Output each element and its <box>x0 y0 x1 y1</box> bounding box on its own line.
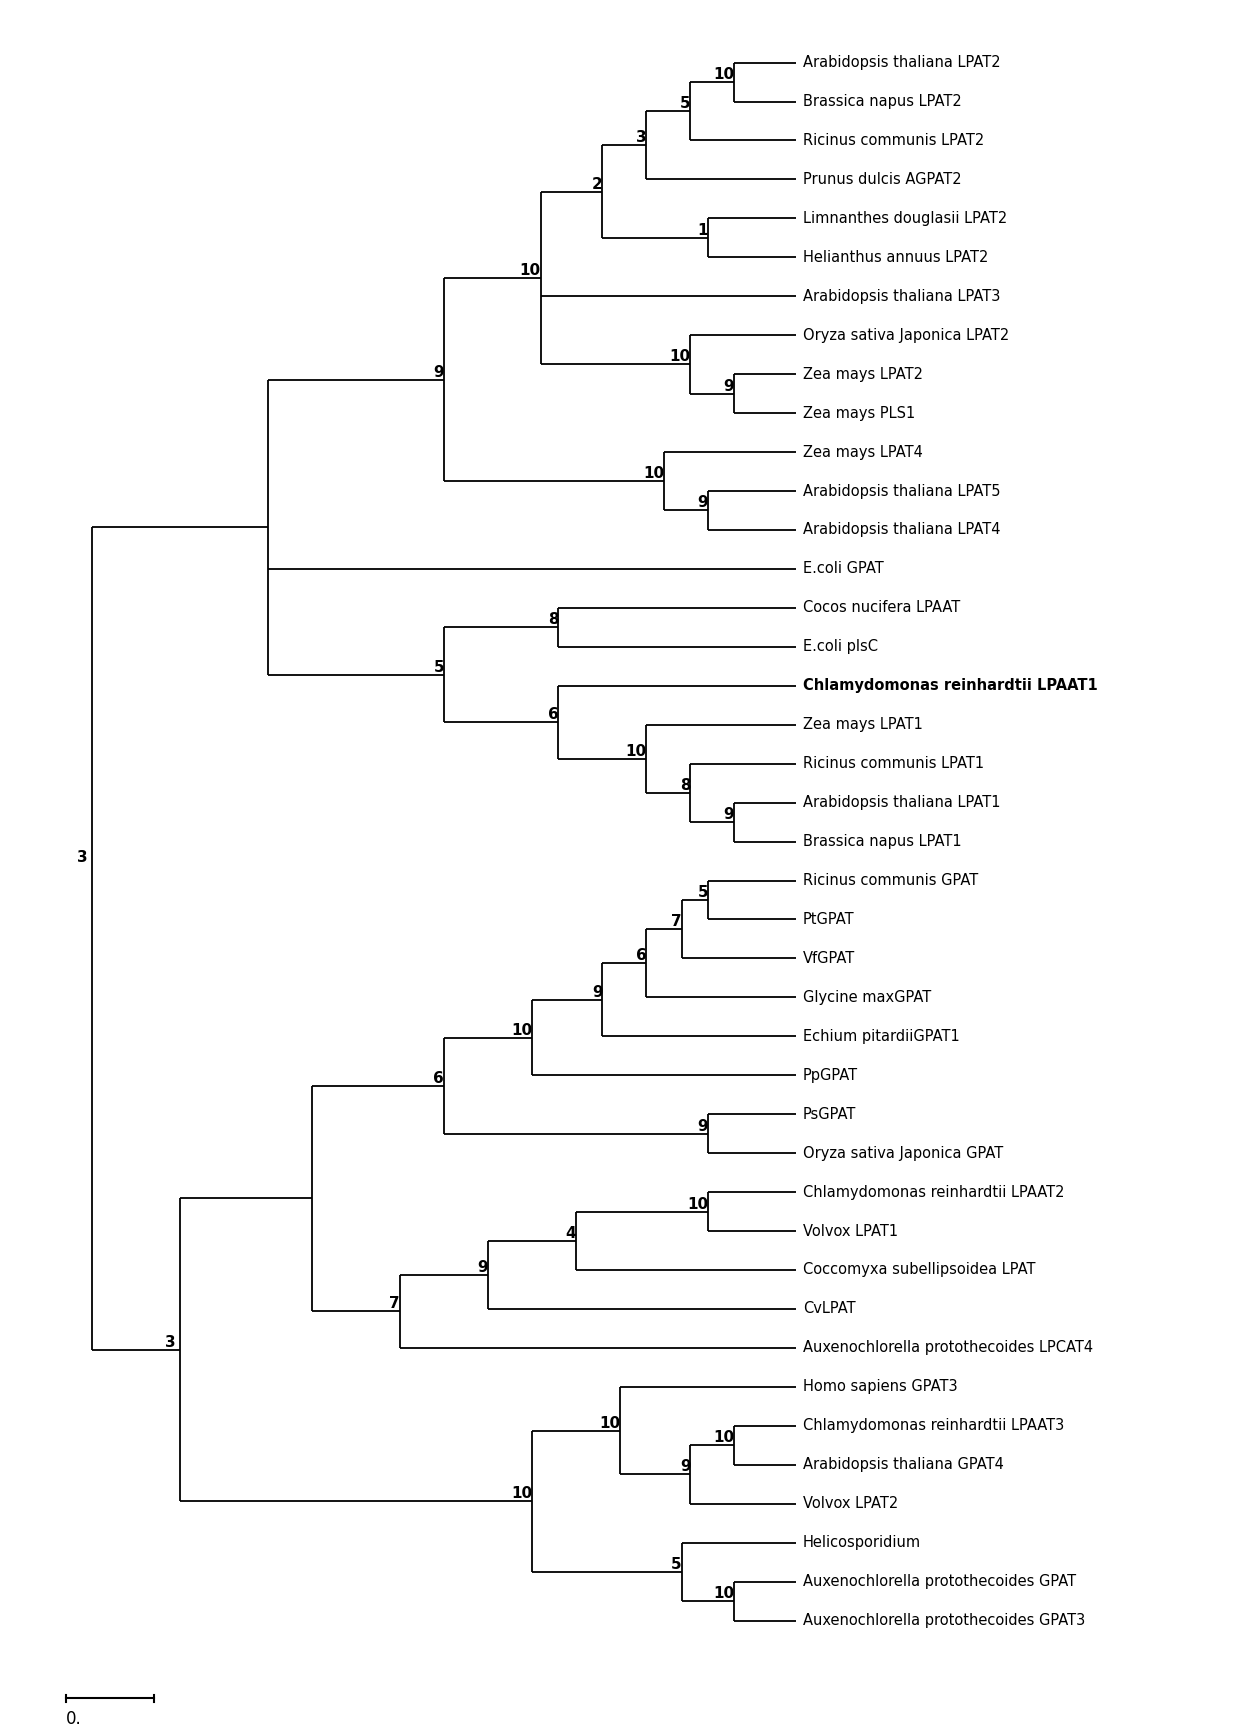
Text: Brassica napus LPAT1: Brassica napus LPAT1 <box>804 834 961 850</box>
Text: 9: 9 <box>697 1118 708 1134</box>
Text: Prunus dulcis AGPAT2: Prunus dulcis AGPAT2 <box>804 172 961 187</box>
Text: 9: 9 <box>724 806 734 822</box>
Text: Auxenochlorella protothecoides LPCAT4: Auxenochlorella protothecoides LPCAT4 <box>804 1340 1094 1356</box>
Text: 10: 10 <box>670 350 691 364</box>
Text: Helicosporidium: Helicosporidium <box>804 1535 921 1550</box>
Text: Chlamydomonas reinhardtii LPAAT3: Chlamydomonas reinhardtii LPAAT3 <box>804 1418 1064 1434</box>
Text: 5: 5 <box>434 661 444 675</box>
Text: Ricinus communis LPAT2: Ricinus communis LPAT2 <box>804 134 985 147</box>
Text: 9: 9 <box>477 1261 489 1274</box>
Text: Oryza sativa Japonica LPAT2: Oryza sativa Japonica LPAT2 <box>804 328 1009 343</box>
Text: 10: 10 <box>625 744 646 759</box>
Text: Auxenochlorella protothecoides GPAT: Auxenochlorella protothecoides GPAT <box>804 1574 1076 1588</box>
Text: Helianthus annuus LPAT2: Helianthus annuus LPAT2 <box>804 250 988 265</box>
Text: 8: 8 <box>680 779 691 792</box>
Text: 6: 6 <box>636 948 646 964</box>
Text: 8: 8 <box>548 612 558 628</box>
Text: Arabidopsis thaliana LPAT2: Arabidopsis thaliana LPAT2 <box>804 55 1001 69</box>
Text: Limnanthes douglasii LPAT2: Limnanthes douglasii LPAT2 <box>804 212 1007 225</box>
Text: Cocos nucifera LPAAT: Cocos nucifera LPAAT <box>804 600 960 616</box>
Text: Coccomyxa subellipsoidea LPAT: Coccomyxa subellipsoidea LPAT <box>804 1262 1035 1278</box>
Text: Volvox LPAT1: Volvox LPAT1 <box>804 1224 898 1238</box>
Text: Volvox LPAT2: Volvox LPAT2 <box>804 1496 898 1512</box>
Text: 4: 4 <box>565 1226 577 1242</box>
Text: 3: 3 <box>165 1335 176 1349</box>
Text: 7: 7 <box>671 914 682 929</box>
Text: Echium pitardiiGPAT1: Echium pitardiiGPAT1 <box>804 1028 960 1044</box>
Text: 1: 1 <box>697 224 708 238</box>
Text: Arabidopsis thaliana LPAT4: Arabidopsis thaliana LPAT4 <box>804 522 1001 538</box>
Text: 10: 10 <box>713 1431 734 1444</box>
Text: 5: 5 <box>680 97 691 111</box>
Text: 6: 6 <box>548 707 558 723</box>
Text: Glycine maxGPAT: Glycine maxGPAT <box>804 990 931 1006</box>
Text: Auxenochlorella protothecoides GPAT3: Auxenochlorella protothecoides GPAT3 <box>804 1613 1085 1628</box>
Text: Oryza sativa Japonica GPAT: Oryza sativa Japonica GPAT <box>804 1146 1003 1160</box>
Text: 10: 10 <box>511 1023 532 1037</box>
Text: 6: 6 <box>433 1070 444 1085</box>
Text: 3: 3 <box>636 130 646 146</box>
Text: 10: 10 <box>511 1486 532 1502</box>
Text: 9: 9 <box>697 496 708 510</box>
Text: 10: 10 <box>687 1196 708 1212</box>
Text: 2: 2 <box>591 177 603 191</box>
Text: E.coli plsC: E.coli plsC <box>804 640 878 654</box>
Text: Ricinus communis LPAT1: Ricinus communis LPAT1 <box>804 756 985 772</box>
Text: Homo sapiens GPAT3: Homo sapiens GPAT3 <box>804 1379 957 1394</box>
Text: VfGPAT: VfGPAT <box>804 950 856 966</box>
Text: 9: 9 <box>434 364 444 380</box>
Text: PpGPAT: PpGPAT <box>804 1068 858 1082</box>
Text: Zea mays LPAT2: Zea mays LPAT2 <box>804 366 923 381</box>
Text: 5: 5 <box>671 1557 682 1571</box>
Text: Arabidopsis thaliana GPAT4: Arabidopsis thaliana GPAT4 <box>804 1457 1004 1472</box>
Text: 7: 7 <box>389 1297 401 1311</box>
Text: Arabidopsis thaliana LPAT3: Arabidopsis thaliana LPAT3 <box>804 290 1001 303</box>
Text: 10: 10 <box>642 466 663 482</box>
Text: Chlamydomonas reinhardtii LPAAT2: Chlamydomonas reinhardtii LPAAT2 <box>804 1184 1064 1200</box>
Text: Chlamydomonas reinhardtii LPAAT1: Chlamydomonas reinhardtii LPAAT1 <box>804 678 1097 694</box>
Text: 5: 5 <box>697 884 708 900</box>
Text: Arabidopsis thaliana LPAT5: Arabidopsis thaliana LPAT5 <box>804 484 1001 498</box>
Text: PtGPAT: PtGPAT <box>804 912 854 928</box>
Text: CvLPAT: CvLPAT <box>804 1302 856 1316</box>
Text: 9: 9 <box>680 1460 691 1474</box>
Text: 9: 9 <box>724 378 734 394</box>
Text: Zea mays LPAT1: Zea mays LPAT1 <box>804 718 923 732</box>
Text: 3: 3 <box>77 850 88 865</box>
Text: 10: 10 <box>599 1415 620 1431</box>
Text: 9: 9 <box>591 985 603 1001</box>
Text: 0.: 0. <box>66 1710 82 1729</box>
Text: Zea mays LPAT4: Zea mays LPAT4 <box>804 444 923 460</box>
Text: E.coli GPAT: E.coli GPAT <box>804 562 884 576</box>
Text: Ricinus communis GPAT: Ricinus communis GPAT <box>804 872 978 888</box>
Text: PsGPAT: PsGPAT <box>804 1106 857 1122</box>
Text: 10: 10 <box>713 68 734 81</box>
Text: 10: 10 <box>713 1587 734 1600</box>
Text: Arabidopsis thaliana LPAT1: Arabidopsis thaliana LPAT1 <box>804 796 1001 810</box>
Text: Zea mays PLS1: Zea mays PLS1 <box>804 406 915 421</box>
Text: 10: 10 <box>520 264 541 277</box>
Text: Brassica napus LPAT2: Brassica napus LPAT2 <box>804 94 962 109</box>
